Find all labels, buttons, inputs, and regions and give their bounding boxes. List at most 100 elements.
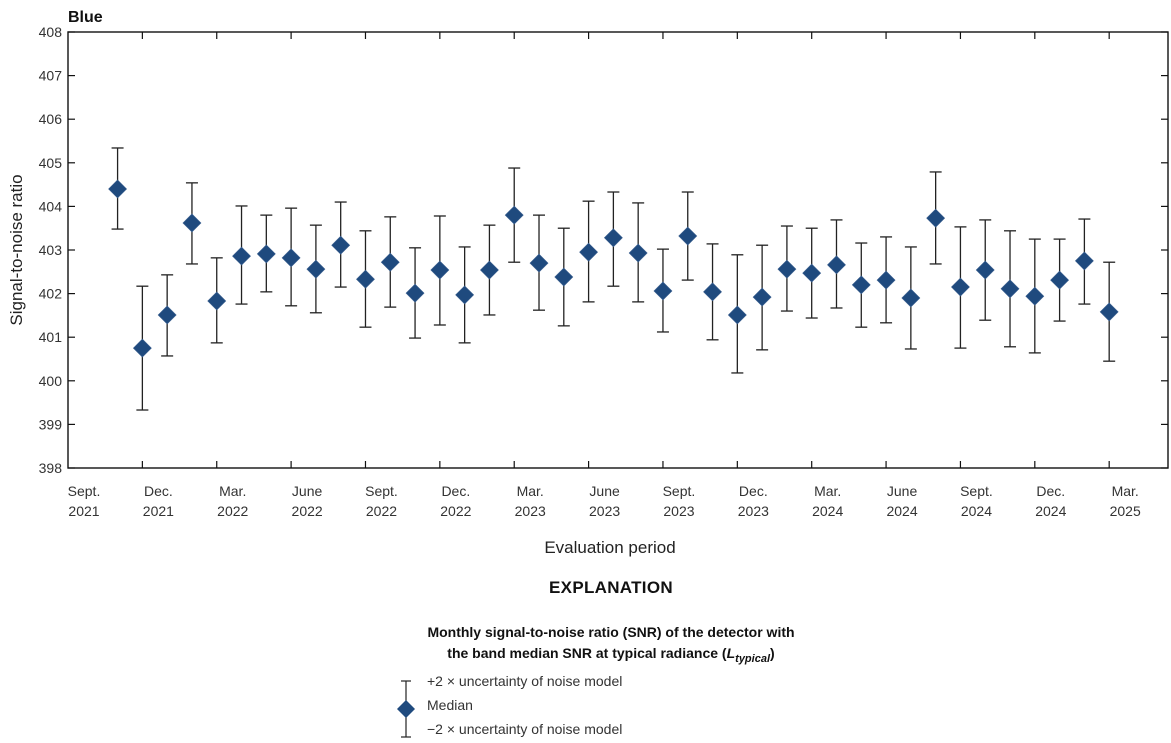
- data-point: [108, 147, 128, 230]
- median-diamond-marker: [1025, 286, 1045, 306]
- data-point: [851, 242, 871, 328]
- median-diamond-marker: [480, 260, 499, 280]
- legend-description-suffix: ): [770, 645, 775, 661]
- data-point: [703, 243, 722, 341]
- median-diamond-marker: [132, 338, 152, 358]
- data-point: [182, 182, 202, 265]
- median-diamond-marker: [405, 283, 425, 303]
- data-point: [1099, 261, 1119, 362]
- median-diamond-marker: [157, 305, 177, 325]
- data-point: [579, 200, 599, 303]
- median-diamond-marker: [430, 260, 450, 280]
- data-point: [653, 248, 673, 333]
- data-point: [232, 205, 251, 305]
- data-point: [430, 215, 450, 326]
- data-point: [1025, 238, 1045, 354]
- x-tick-month: June: [292, 483, 323, 499]
- legend-description-line1: Monthly signal-to-noise ratio (SNR) of t…: [427, 624, 795, 640]
- radiance-symbol: L: [726, 645, 736, 661]
- x-tick-year: 2022: [440, 503, 471, 519]
- y-tick-label: 404: [39, 198, 63, 214]
- x-axis-title: Evaluation period: [544, 538, 675, 557]
- x-tick-year: 2024: [1035, 503, 1066, 519]
- data-point: [1050, 238, 1070, 322]
- median-diamond-marker: [579, 242, 599, 262]
- median-diamond-marker: [380, 252, 400, 272]
- y-axis-title: Signal-to-noise ratio: [7, 174, 26, 325]
- legend-heading: EXPLANATION: [549, 578, 673, 597]
- median-diamond-marker: [678, 226, 698, 246]
- legend-items: +2 × uncertainty of noise model Median −…: [395, 673, 795, 743]
- median-diamond-marker: [1074, 251, 1094, 271]
- median-diamond-marker: [554, 267, 574, 287]
- data-point: [802, 227, 822, 319]
- median-diamond-marker: [1050, 270, 1070, 290]
- data-point: [1074, 218, 1094, 305]
- data-point: [380, 216, 400, 308]
- data-point: [331, 201, 351, 288]
- data-point: [827, 219, 846, 309]
- x-tick-year: 2023: [738, 503, 769, 519]
- x-tick-year: 2023: [663, 503, 694, 519]
- legend-median-label: Median: [427, 697, 473, 713]
- data-point: [727, 254, 747, 374]
- median-diamond-marker: [256, 244, 276, 264]
- data-point: [132, 285, 152, 411]
- x-tick-month: Sept.: [663, 483, 696, 499]
- y-tick-label: 401: [39, 329, 63, 345]
- median-diamond-marker: [529, 253, 549, 273]
- data-point: [777, 225, 797, 312]
- snr-chart: Blue Signal-to-noise ratio Evaluation pe…: [7, 9, 1169, 557]
- y-axis-title-group: Signal-to-noise ratio: [7, 174, 26, 325]
- x-tick-month: Sept.: [365, 483, 398, 499]
- median-diamond-marker: [356, 269, 375, 289]
- data-point: [281, 207, 301, 307]
- x-tick-month: Dec.: [441, 483, 470, 499]
- median-diamond-marker: [653, 281, 673, 301]
- data-point: [405, 247, 425, 339]
- median-diamond-marker: [703, 282, 722, 302]
- data-point: [157, 274, 177, 357]
- data-point: [926, 171, 946, 265]
- median-diamond-marker: [827, 255, 846, 275]
- median-diamond-marker: [901, 288, 921, 308]
- x-tick-year: 2022: [292, 503, 323, 519]
- median-diamond-marker: [851, 275, 871, 295]
- legend-lower-label: −2 × uncertainty of noise model: [427, 721, 623, 737]
- median-diamond-marker: [232, 246, 251, 266]
- x-tick-month: June: [887, 483, 918, 499]
- x-tick-month: Sept.: [960, 483, 993, 499]
- x-tick-month: Mar.: [814, 483, 841, 499]
- data-point: [901, 246, 921, 350]
- x-tick-year: 2024: [812, 503, 843, 519]
- median-diamond-marker: [1000, 279, 1020, 299]
- x-tick-year: 2024: [961, 503, 992, 519]
- data-point: [256, 214, 276, 293]
- x-tick-month: Dec.: [144, 483, 173, 499]
- diamond-errorbar-icon: [397, 680, 415, 738]
- median-diamond-marker: [1099, 302, 1119, 322]
- x-axis-ticks: Sept. 2021 Dec. 2021 Mar. 2022 June 2022 Sept. 20…: [68, 32, 1141, 519]
- median-diamond-marker: [455, 285, 475, 305]
- data-points: [108, 147, 1119, 411]
- median-diamond-marker: [108, 179, 128, 199]
- median-diamond-marker: [777, 259, 797, 279]
- plot-frame: [67, 31, 1169, 469]
- legend-description-prefix: the band median SNR at typical radiance …: [447, 645, 727, 661]
- data-point: [876, 236, 896, 324]
- median-diamond-marker: [306, 259, 326, 279]
- legend-description-line2: the band median SNR at typical radiance …: [0, 643, 1171, 670]
- median-diamond-marker: [603, 228, 623, 248]
- legend-description: Monthly signal-to-noise ratio (SNR) of t…: [0, 622, 1171, 670]
- panel-title: Blue: [68, 9, 103, 26]
- median-diamond-marker: [628, 243, 648, 263]
- data-point: [678, 191, 698, 281]
- y-tick-label: 403: [39, 242, 63, 258]
- data-point: [504, 167, 524, 263]
- median-diamond-marker: [876, 270, 896, 290]
- median-diamond-marker: [281, 248, 301, 268]
- y-axis-ticks: 408 407 406 405 404 403 402 401 400 399 398: [39, 24, 1168, 476]
- data-point: [480, 224, 499, 316]
- data-point: [306, 224, 326, 314]
- x-tick-month: June: [589, 483, 620, 499]
